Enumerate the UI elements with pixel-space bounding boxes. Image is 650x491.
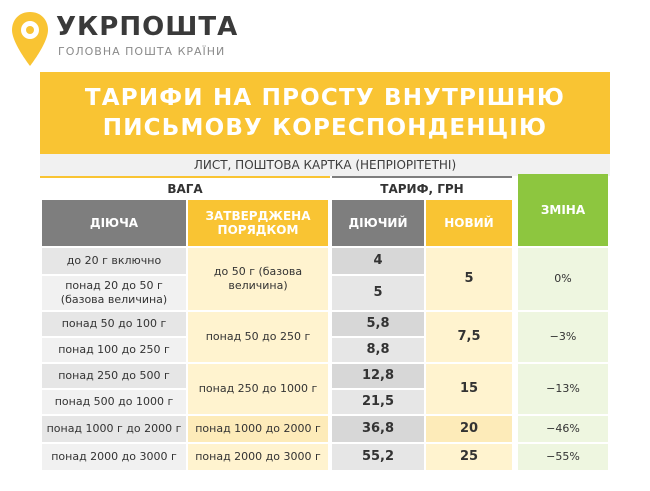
table-row-new-tariff: 5 (426, 248, 512, 310)
table-row-current-tariff: 36,8 (332, 416, 424, 442)
table-row-current-weight: понад 100 до 250 г (42, 338, 186, 362)
col-header-current-weight: ДІЮЧА (42, 200, 186, 246)
table-row-new-tariff: 25 (426, 444, 512, 470)
table-row-change: 0% (518, 248, 608, 310)
logo-subtitle: ГОЛОВНА ПОШТА КРАЇНИ (58, 45, 226, 58)
weight-group-line (40, 176, 330, 178)
table-row-approved-weight: понад 1000 до 2000 г (188, 416, 328, 442)
ukrposhta-logo-icon (12, 12, 48, 66)
table-row-current-tariff: 55,2 (332, 444, 424, 470)
col-header-change: ЗМІНА (518, 174, 608, 246)
logo-name: УКРПОШТА (56, 12, 239, 42)
table-row-current-weight: понад 1000 г до 2000 г (42, 416, 186, 442)
table-row-new-tariff: 20 (426, 416, 512, 442)
table-row-current-weight: до 20 г включно (42, 248, 186, 274)
page-title: ТАРИФИ НА ПРОСТУ ВНУТРІШНЮ ПИСЬМОВУ КОРЕ… (84, 85, 566, 141)
table-row-new-tariff: 15 (426, 364, 512, 414)
table-row-current-tariff: 5,8 (332, 312, 424, 336)
table-row-change: −55% (518, 444, 608, 470)
col-header-current-tariff: ДІЮЧИЙ (332, 200, 424, 246)
table-row-approved-weight: понад 250 до 1000 г (188, 364, 328, 414)
table-row-change: −46% (518, 416, 608, 442)
table-row-current-weight: понад 500 до 1000 г (42, 390, 186, 414)
table-row-approved-weight: до 50 г (базова величина) (188, 248, 328, 310)
table-row-change: −3% (518, 312, 608, 362)
table-row-approved-weight: понад 2000 до 3000 г (188, 444, 328, 470)
table-row-approved-weight: понад 50 до 250 г (188, 312, 328, 362)
title-banner: ТАРИФИ НА ПРОСТУ ВНУТРІШНЮ ПИСЬМОВУ КОРЕ… (40, 72, 610, 154)
table-row-new-tariff: 7,5 (426, 312, 512, 362)
table-row-current-tariff: 21,5 (332, 390, 424, 414)
table-row-current-weight: понад 2000 до 3000 г (42, 444, 186, 470)
weight-group-header: ВАГА (167, 182, 203, 196)
tariff-group-line (332, 176, 512, 178)
page-subtitle: ЛИСТ, ПОШТОВА КАРТКА (НЕПРІОРІТЕТНІ) (40, 154, 610, 176)
tariff-group-header: ТАРИФ, ГРН (380, 182, 464, 196)
table-row-current-weight: понад 250 до 500 г (42, 364, 186, 388)
col-header-approved-weight: ЗАТВЕРДЖЕНА ПОРЯДКОМ (188, 200, 328, 246)
table-row-current-tariff: 8,8 (332, 338, 424, 362)
col-header-new-tariff: НОВИЙ (426, 200, 512, 246)
table-row-change: −13% (518, 364, 608, 414)
table-row-current-weight: понад 50 до 100 г (42, 312, 186, 336)
table-row-current-tariff: 12,8 (332, 364, 424, 388)
table-row-current-tariff: 4 (332, 248, 424, 274)
table-row-current-tariff: 5 (332, 276, 424, 310)
table-row-current-weight: понад 20 до 50 г (базова величина) (42, 276, 186, 310)
